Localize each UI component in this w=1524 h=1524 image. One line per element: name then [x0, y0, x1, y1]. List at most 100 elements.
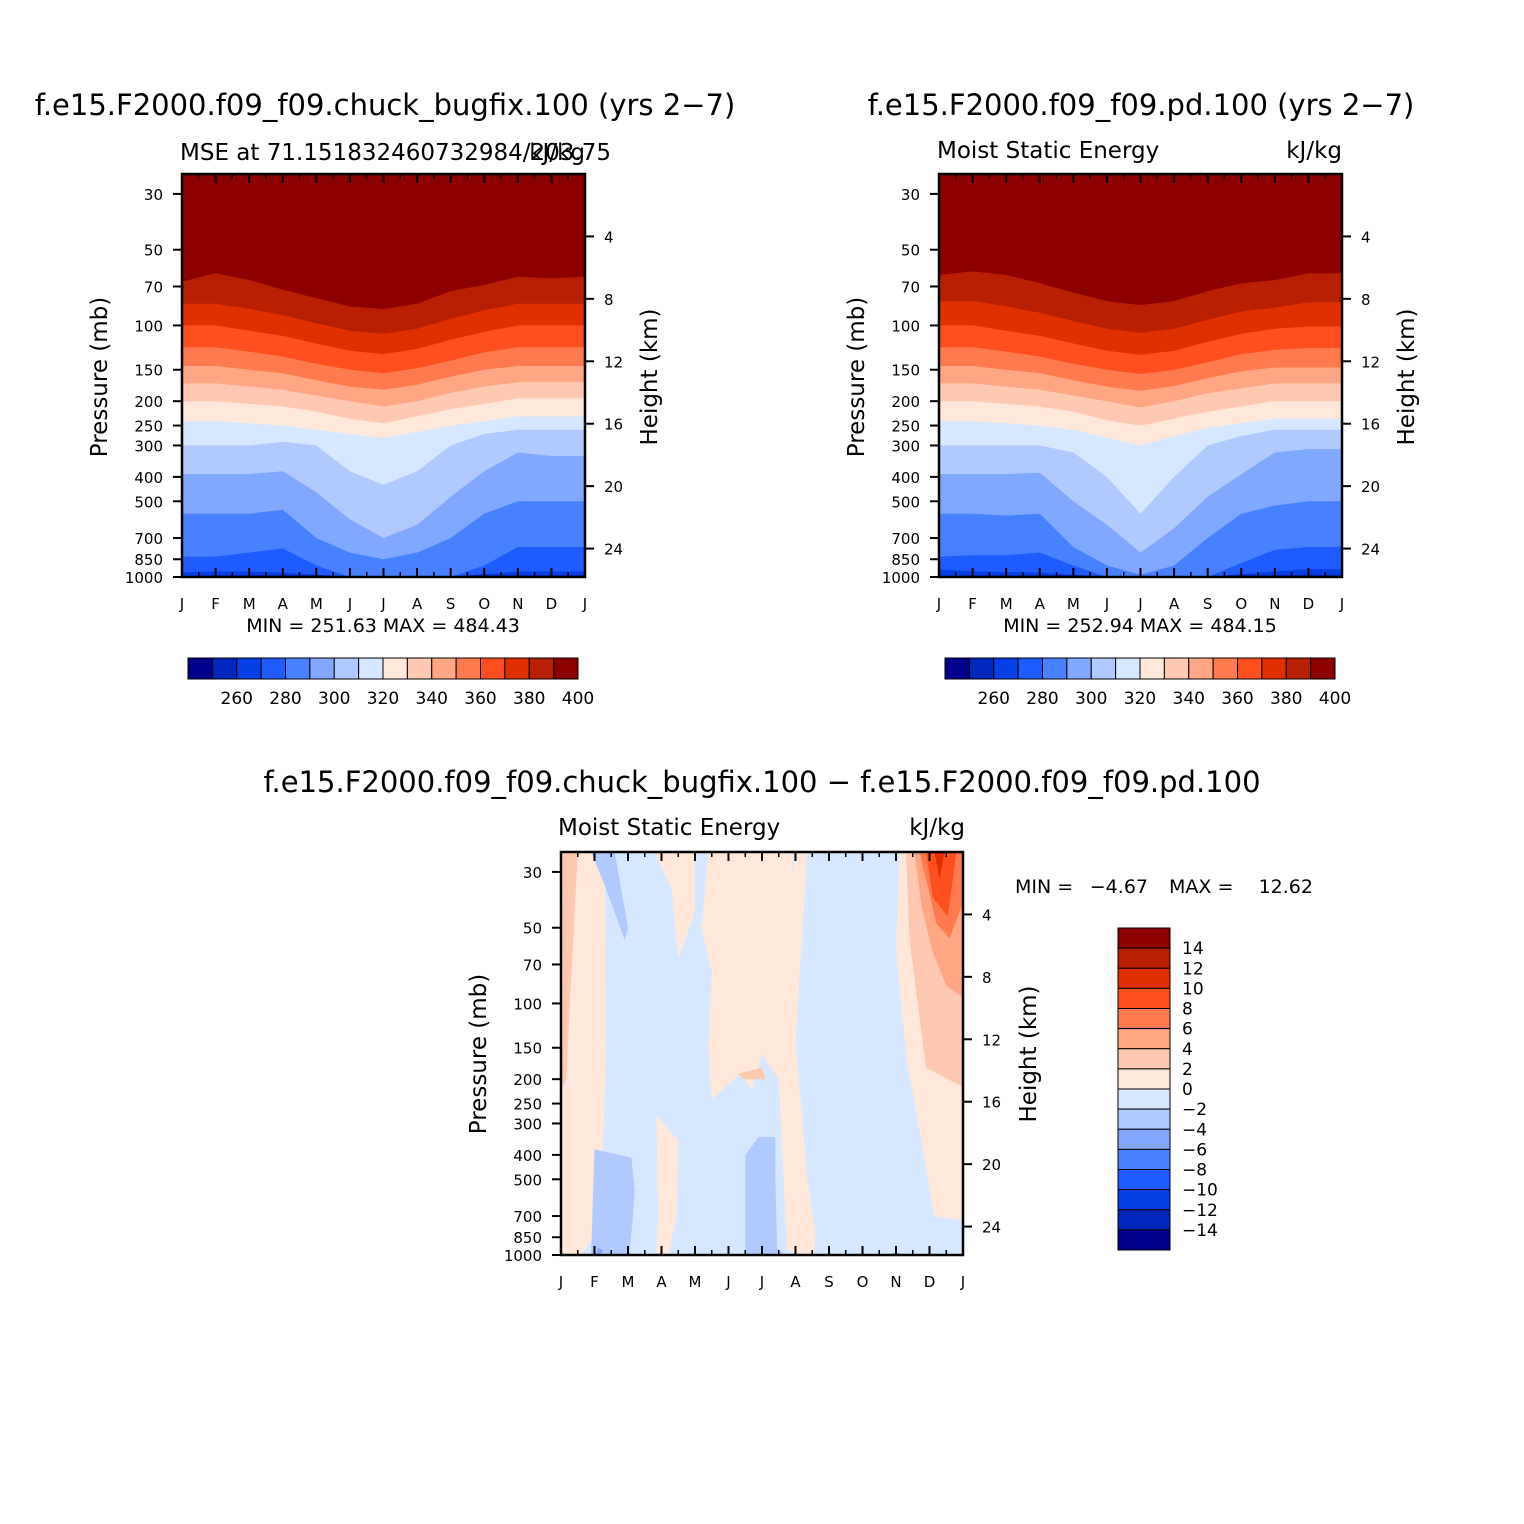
x-tick-label: M: [1000, 595, 1013, 613]
colorbar-box: [480, 657, 506, 680]
colorbar-box: [1066, 657, 1092, 680]
x-tick-label: J: [936, 595, 941, 613]
max-value: 12.62: [1259, 876, 1313, 898]
colorbar-box: [260, 657, 286, 680]
x-tick-label: O: [857, 1273, 869, 1291]
y2-tick-label: 20: [982, 1156, 1001, 1174]
y-tick-label: 850: [513, 1229, 542, 1247]
colorbar-label: 6: [1182, 1020, 1193, 1040]
y2-tick-label: 16: [1361, 416, 1380, 434]
colorbar-box: [187, 657, 213, 680]
panel-pd: f.e15.F2000.f09_f09.pd.100 (yrs 2−7) Moi…: [844, 88, 1420, 709]
x-tick-label: J: [1104, 595, 1109, 613]
y-tick-label: 700: [891, 530, 920, 548]
contour-band: [182, 174, 585, 309]
contour-band: [934, 852, 945, 879]
panel-difference: f.e15.F2000.f09_f09.chuck_bugfix.100 − f…: [263, 765, 1313, 1291]
x-tick-label: J: [347, 595, 352, 613]
colorbar-box: [455, 657, 481, 680]
x-tick-label: N: [890, 1273, 901, 1291]
colorbar-box: [1117, 1028, 1171, 1050]
colorbar-box: [944, 657, 970, 680]
x-tick-label: A: [790, 1273, 801, 1291]
colorbar-box: [236, 657, 262, 680]
panel-right-subtitle: kJ/kg: [909, 815, 965, 841]
panel-left-subtitle: MSE at 71.151832460732984/203.75: [180, 140, 611, 166]
colorbar-label: −10: [1182, 1181, 1218, 1201]
contour-band: [745, 1137, 786, 1255]
colorbar-box: [1117, 1008, 1171, 1030]
y-tick-label: 30: [144, 186, 163, 204]
y-tick-label: 700: [513, 1208, 542, 1226]
colorbar-label: 340: [416, 689, 448, 709]
y-tick-label: 400: [134, 469, 163, 487]
y-tick-label: 400: [891, 469, 920, 487]
colorbar-label: 260: [978, 689, 1010, 709]
x-tick-label: M: [243, 595, 256, 613]
y-tick-label: 100: [513, 995, 542, 1013]
max-label: MAX =: [1169, 876, 1233, 898]
y2-tick-label: 4: [982, 906, 992, 924]
panel-title: f.e15.F2000.f09_f09.chuck_bugfix.100 − f…: [263, 765, 1260, 799]
y-tick-label: 50: [901, 242, 920, 260]
x-tick-label: O: [1235, 595, 1247, 613]
colorbar-label: 380: [513, 689, 545, 709]
x-tick-label: A: [1169, 595, 1180, 613]
colorbar-label: 10: [1182, 979, 1204, 999]
y2-tick-label: 24: [982, 1219, 1001, 1237]
colorbar-box: [1163, 657, 1190, 680]
y-tick-label: 50: [523, 920, 542, 938]
colorbar-label: 340: [1173, 689, 1205, 709]
contour-band: [654, 852, 695, 959]
colorbar-label: 14: [1182, 939, 1204, 959]
contour-band: [561, 852, 578, 1090]
y-tick-label: 1000: [882, 569, 920, 587]
x-tick-label: J: [1339, 595, 1344, 613]
colorbar-label: 320: [1124, 689, 1156, 709]
y-tick-label: 50: [144, 242, 163, 260]
colorbar-box: [528, 657, 555, 680]
colorbar-box: [1117, 967, 1171, 989]
y2-tick-label: 20: [1361, 478, 1380, 496]
y2-tick-label: 8: [982, 969, 992, 987]
x-tick-label: J: [1137, 595, 1142, 613]
colorbar: 260 280 300 320 340 360 380 400: [944, 657, 1351, 709]
y-tick-label: 850: [891, 551, 920, 569]
colorbar-box: [504, 657, 530, 680]
colorbar-box: [1139, 657, 1165, 680]
y2-tick-label: 16: [604, 416, 623, 434]
x-tick-label: J: [759, 1273, 764, 1291]
y-tick-label: 250: [891, 418, 920, 436]
panel-chuck-bugfix: f.e15.F2000.f09_f09.chuck_bugfix.100 (yr…: [35, 88, 736, 709]
y-tick-label: 1000: [125, 569, 163, 587]
contour-band: [596, 1247, 603, 1255]
y-tick-label: 700: [134, 530, 163, 548]
colorbar-label: 380: [1270, 689, 1302, 709]
contour-band: [591, 1149, 635, 1255]
x-tick-label: F: [211, 595, 220, 613]
y2-tick-label: 12: [604, 353, 623, 371]
colorbar-box: [1188, 657, 1214, 680]
colorbar-box: [1117, 1189, 1171, 1211]
colorbar-box: [1212, 657, 1238, 680]
colorbar-label: −6: [1182, 1140, 1207, 1160]
contour-band: [656, 1115, 679, 1255]
contour-band: [926, 852, 957, 917]
x-tick-label: J: [179, 595, 184, 613]
x-tick-label: S: [1203, 595, 1213, 613]
y-tick-label: 850: [134, 551, 163, 569]
y-tick-label: 1000: [504, 1247, 542, 1265]
y-tick-label: 30: [901, 186, 920, 204]
colorbar-label: −14: [1182, 1221, 1218, 1241]
colorbar-label: 280: [1026, 689, 1058, 709]
colorbar-box: [1310, 657, 1336, 680]
y-tick-label: 30: [523, 864, 542, 882]
y2-tick-label: 12: [982, 1031, 1001, 1049]
colorbar-label: 400: [562, 689, 594, 709]
colorbar-box: [1117, 1068, 1171, 1090]
colorbar-box: [211, 657, 238, 680]
